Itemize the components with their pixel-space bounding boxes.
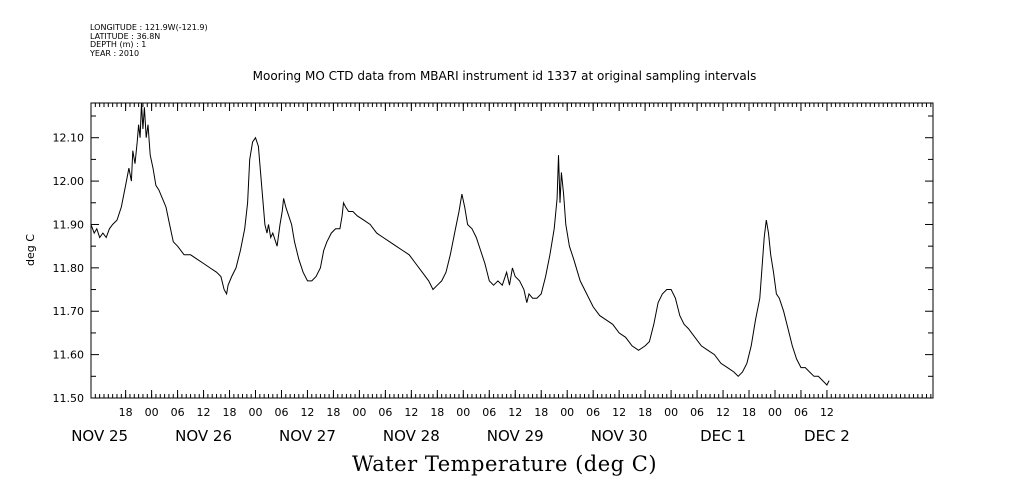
x-day-label: NOV 28: [383, 427, 440, 445]
x-hour-tick-label: 18: [223, 406, 237, 419]
x-hour-tick-label: 06: [171, 406, 185, 419]
x-day-label: NOV 26: [175, 427, 232, 445]
latitude-text: LATITUDE : 36.8N: [90, 31, 161, 41]
depth-text: DEPTH (m) : 1: [90, 40, 147, 49]
x-hour-tick-label: 00: [145, 406, 159, 419]
x-hour-tick-label: 00: [249, 406, 263, 419]
x-hour-tick-label: 06: [794, 406, 808, 419]
x-hour-tick-label: 12: [300, 406, 314, 419]
x-hour-tick-label: 12: [404, 406, 418, 419]
x-hour-tick-label: 00: [768, 406, 782, 419]
x-hour-tick-label: 00: [560, 406, 574, 419]
x-hour-tick-label: 00: [352, 406, 366, 419]
y-tick-label: 11.50: [53, 392, 85, 405]
x-hour-tick-label: 18: [430, 406, 444, 419]
x-hour-tick-label: 12: [197, 406, 211, 419]
x-hour-tick-label: 12: [716, 406, 730, 419]
y-tick-label: 12.10: [53, 132, 85, 145]
x-hour-tick-label: 06: [378, 406, 392, 419]
x-hour-tick-label: 18: [534, 406, 548, 419]
longitude-text: LONGITUDE : 121.9W(-121.9): [90, 23, 208, 32]
x-day-label: NOV 25: [71, 427, 128, 445]
x-hour-tick-label: 18: [119, 406, 133, 419]
plot-frame: [90, 102, 934, 399]
x-hour-tick-label: 18: [326, 406, 340, 419]
x-hour-tick-label: 06: [482, 406, 496, 419]
x-hour-tick-label: 12: [508, 406, 522, 419]
chart-title: Mooring MO CTD data from MBARI instrumen…: [252, 69, 757, 83]
x-axis-title: Water Temperature (deg C): [351, 452, 658, 476]
y-tick-label: 11.90: [53, 218, 85, 231]
x-day-label: NOV 27: [279, 427, 336, 445]
x-hour-tick-label: 18: [638, 406, 652, 419]
x-hour-tick-label: 12: [612, 406, 626, 419]
x-hour-tick-label: 12: [820, 406, 834, 419]
x-hour-tick-label: 06: [274, 406, 288, 419]
y-axis-label: deg C: [24, 234, 37, 266]
x-day-label: NOV 29: [487, 427, 544, 445]
x-hour-tick-label: 00: [664, 406, 678, 419]
year-text: YEAR : 2010: [90, 48, 140, 58]
y-tick-label: 11.70: [53, 305, 85, 318]
x-hour-tick-label: 00: [456, 406, 470, 419]
y-tick-label: 11.80: [53, 262, 85, 275]
x-day-label: DEC 2: [804, 427, 850, 445]
x-hour-tick-label: 06: [690, 406, 704, 419]
x-hour-tick-label: 18: [742, 406, 756, 419]
y-tick-label: 12.00: [53, 175, 85, 188]
x-day-label: NOV 30: [591, 427, 648, 445]
temperature-series-line: [90, 102, 830, 386]
mooring-metadata: LONGITUDE : 121.9W(-121.9) LATITUDE : 36…: [90, 23, 208, 58]
x-hour-tick-label: 06: [586, 406, 600, 419]
y-tick-label: 11.60: [53, 349, 85, 362]
x-day-label: DEC 1: [700, 427, 746, 445]
